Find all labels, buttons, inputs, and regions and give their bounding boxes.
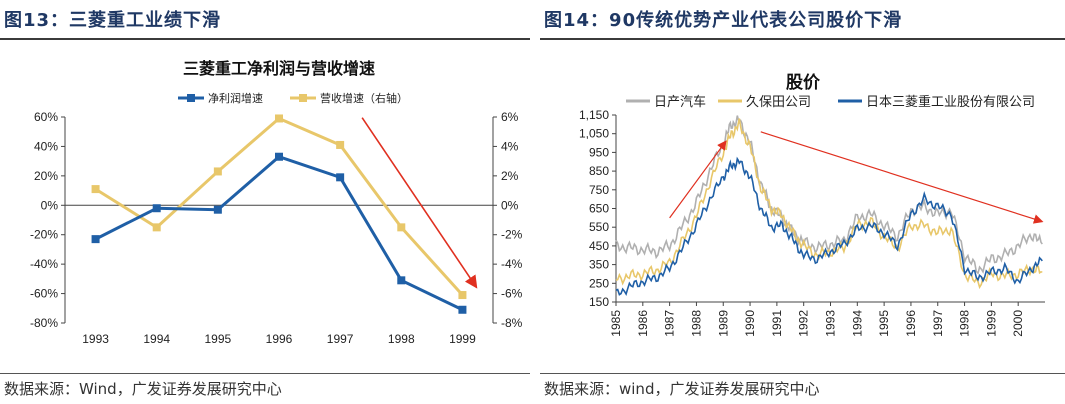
source-note-left: 数据来源：Wind，广发证券发展研究中心	[4, 380, 282, 398]
y-left-tick-label: -40%	[30, 257, 58, 271]
point-profit-1998	[397, 276, 406, 285]
point-profit-1996	[275, 152, 283, 161]
source-note-right: 数据来源：wind，广发证券发展研究中心	[544, 380, 820, 398]
title-rule-right	[540, 38, 1065, 40]
series-line-2	[615, 156, 1043, 296]
left-panel: 图13：三菱重工业绩下滑 三菱重工净利润与营收增速净利润增速 营收增速（右轴） 60…	[0, 0, 530, 404]
y-right-tick-label: -2%	[501, 228, 523, 242]
rise-arrow	[669, 140, 727, 219]
x-tick-label: 1985	[609, 310, 623, 337]
point-revenue-1998	[397, 223, 406, 232]
y-tick-label: 750	[589, 183, 609, 197]
x-tick-label: 1995	[205, 332, 232, 346]
legend-marker-profit	[187, 94, 195, 102]
x-tick-label: 1998	[958, 310, 972, 337]
y-right-tick-label: 6%	[501, 110, 519, 124]
chart-title: 三菱重工净利润与营收增速	[183, 59, 375, 78]
legend-label-0: 日产汽车	[654, 94, 706, 110]
y-right-tick-label: -4%	[501, 257, 523, 271]
x-tick-label: 1991	[770, 310, 784, 337]
y-left-tick-label: -60%	[30, 287, 58, 301]
y-tick-label: 850	[589, 164, 609, 178]
x-tick-label: 1994	[850, 310, 864, 337]
legend-label-2: 日本三菱重工业股份有限公司	[866, 94, 1035, 110]
point-revenue-1994	[152, 223, 161, 232]
legend-label-1: 久保田公司	[746, 95, 811, 110]
figure-title-left: 图13：三菱重工业绩下滑	[4, 10, 222, 31]
source-rule-right	[540, 373, 1065, 374]
x-tick-label: 1996	[904, 310, 918, 337]
point-profit-1997	[336, 173, 345, 182]
x-tick-label: 1994	[143, 332, 170, 346]
y-left-tick-label: 0%	[41, 198, 59, 212]
point-revenue-1995	[213, 167, 222, 176]
y-left-tick-label: 60%	[34, 110, 58, 124]
y-right-tick-label: 0%	[501, 198, 519, 212]
x-tick-label: 1997	[931, 310, 945, 337]
title-rule-left	[0, 38, 530, 40]
y-right-tick-label: 2%	[501, 169, 519, 183]
right-panel: 图14：90传统优势产业代表公司股价下滑 股价日产汽车 久保田公司 日本三菱重工业股…	[540, 0, 1065, 404]
y-tick-label: 1,150	[579, 108, 609, 122]
y-left-tick-label: 40%	[34, 139, 58, 153]
point-profit-1999	[458, 305, 467, 314]
x-tick-label: 1998	[388, 332, 415, 346]
point-revenue-1993	[91, 185, 100, 194]
y-tick-label: 650	[589, 202, 609, 216]
x-tick-label: 1995	[877, 310, 891, 337]
y-tick-label: 950	[589, 145, 609, 159]
x-tick-label: 1986	[636, 310, 650, 337]
y-tick-label: 550	[589, 220, 609, 234]
x-tick-label: 1993	[82, 332, 109, 346]
y-right-tick-label: 4%	[501, 139, 519, 153]
x-tick-label: 1996	[266, 332, 293, 346]
decline-arrow	[760, 131, 1044, 224]
y-left-tick-label: -20%	[30, 228, 58, 242]
legend-marker-revenue	[299, 94, 307, 102]
legend-label-revenue: 营收增速（右轴）	[320, 91, 408, 105]
x-tick-label: 1987	[663, 310, 677, 337]
y-tick-label: 1,050	[579, 127, 609, 141]
y-tick-label: 250	[589, 276, 609, 290]
source-rule-left	[0, 373, 530, 374]
point-profit-1995	[213, 205, 222, 214]
point-revenue-1999	[458, 291, 467, 300]
y-tick-label: 150	[589, 295, 609, 309]
y-left-tick-label: -80%	[30, 316, 58, 330]
series-line-0	[615, 115, 1043, 275]
y-left-tick-label: 20%	[34, 169, 58, 183]
chart-title: 股价	[786, 73, 821, 93]
x-tick-label: 1989	[716, 310, 730, 337]
y-tick-label: 450	[589, 239, 609, 253]
y-right-tick-label: -6%	[501, 287, 523, 301]
x-tick-label: 1993	[824, 310, 838, 337]
y-right-tick-label: -8%	[501, 316, 523, 330]
point-profit-1994	[152, 204, 161, 213]
decline-arrow	[361, 117, 478, 289]
series-line-revenue	[94, 116, 464, 297]
x-tick-label: 1990	[743, 310, 757, 337]
point-profit-1993	[91, 235, 100, 244]
point-revenue-1996	[275, 114, 283, 123]
legend-label-profit: 净利润增速	[208, 91, 263, 105]
x-tick-label: 1988	[689, 310, 703, 337]
x-tick-label: 1992	[797, 310, 811, 337]
x-tick-label: 1999	[984, 310, 998, 337]
x-tick-label: 1999	[449, 332, 476, 346]
x-tick-label: 1997	[327, 332, 354, 346]
series-line-1	[615, 118, 1043, 290]
point-revenue-1997	[336, 140, 345, 149]
y-tick-label: 350	[589, 258, 609, 272]
figure-title-right: 图14：90传统优势产业代表公司股价下滑	[544, 10, 903, 31]
x-tick-label: 2000	[1011, 310, 1025, 337]
